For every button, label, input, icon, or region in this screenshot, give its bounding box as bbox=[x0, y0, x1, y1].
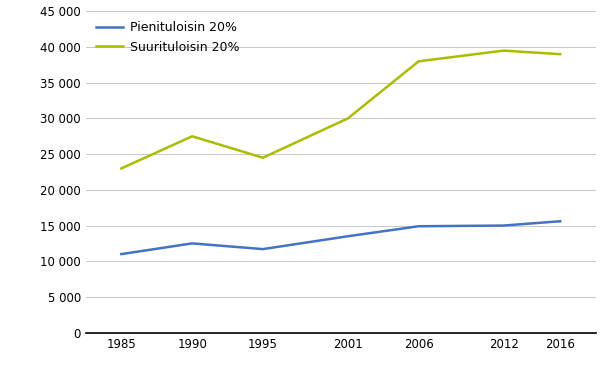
Pienituloisin 20% bbox=[500, 223, 507, 228]
Suurituloisin 20% bbox=[556, 52, 564, 56]
Suurituloisin 20% bbox=[415, 59, 422, 64]
Pienituloisin 20% bbox=[118, 252, 125, 256]
Pienituloisin 20% bbox=[556, 219, 564, 223]
Line: Suurituloisin 20%: Suurituloisin 20% bbox=[122, 51, 560, 169]
Suurituloisin 20% bbox=[344, 116, 352, 121]
Suurituloisin 20% bbox=[500, 48, 507, 53]
Legend: Pienituloisin 20%, Suurituloisin 20%: Pienituloisin 20%, Suurituloisin 20% bbox=[92, 18, 243, 57]
Pienituloisin 20% bbox=[344, 234, 352, 239]
Pienituloisin 20% bbox=[188, 241, 196, 246]
Suurituloisin 20% bbox=[259, 155, 266, 160]
Pienituloisin 20% bbox=[415, 224, 422, 229]
Pienituloisin 20% bbox=[259, 247, 266, 251]
Line: Pienituloisin 20%: Pienituloisin 20% bbox=[122, 221, 560, 254]
Suurituloisin 20% bbox=[118, 166, 125, 171]
Suurituloisin 20% bbox=[188, 134, 196, 139]
